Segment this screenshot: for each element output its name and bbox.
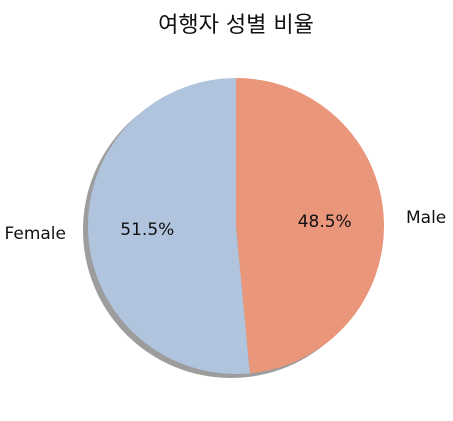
pie-slice-male (236, 78, 384, 374)
slice-percent-male: 48.5% (298, 212, 352, 232)
pie-slices (88, 78, 384, 375)
slice-label-female: Female (5, 224, 66, 244)
pie-slice-female (88, 78, 250, 375)
slice-percent-female: 51.5% (120, 220, 174, 240)
chart-title: 여행자 성별 비율 (158, 13, 314, 38)
slice-label-male: Male (406, 208, 446, 228)
pie-labels: Female 51.5% Male 48.5% (5, 208, 447, 244)
